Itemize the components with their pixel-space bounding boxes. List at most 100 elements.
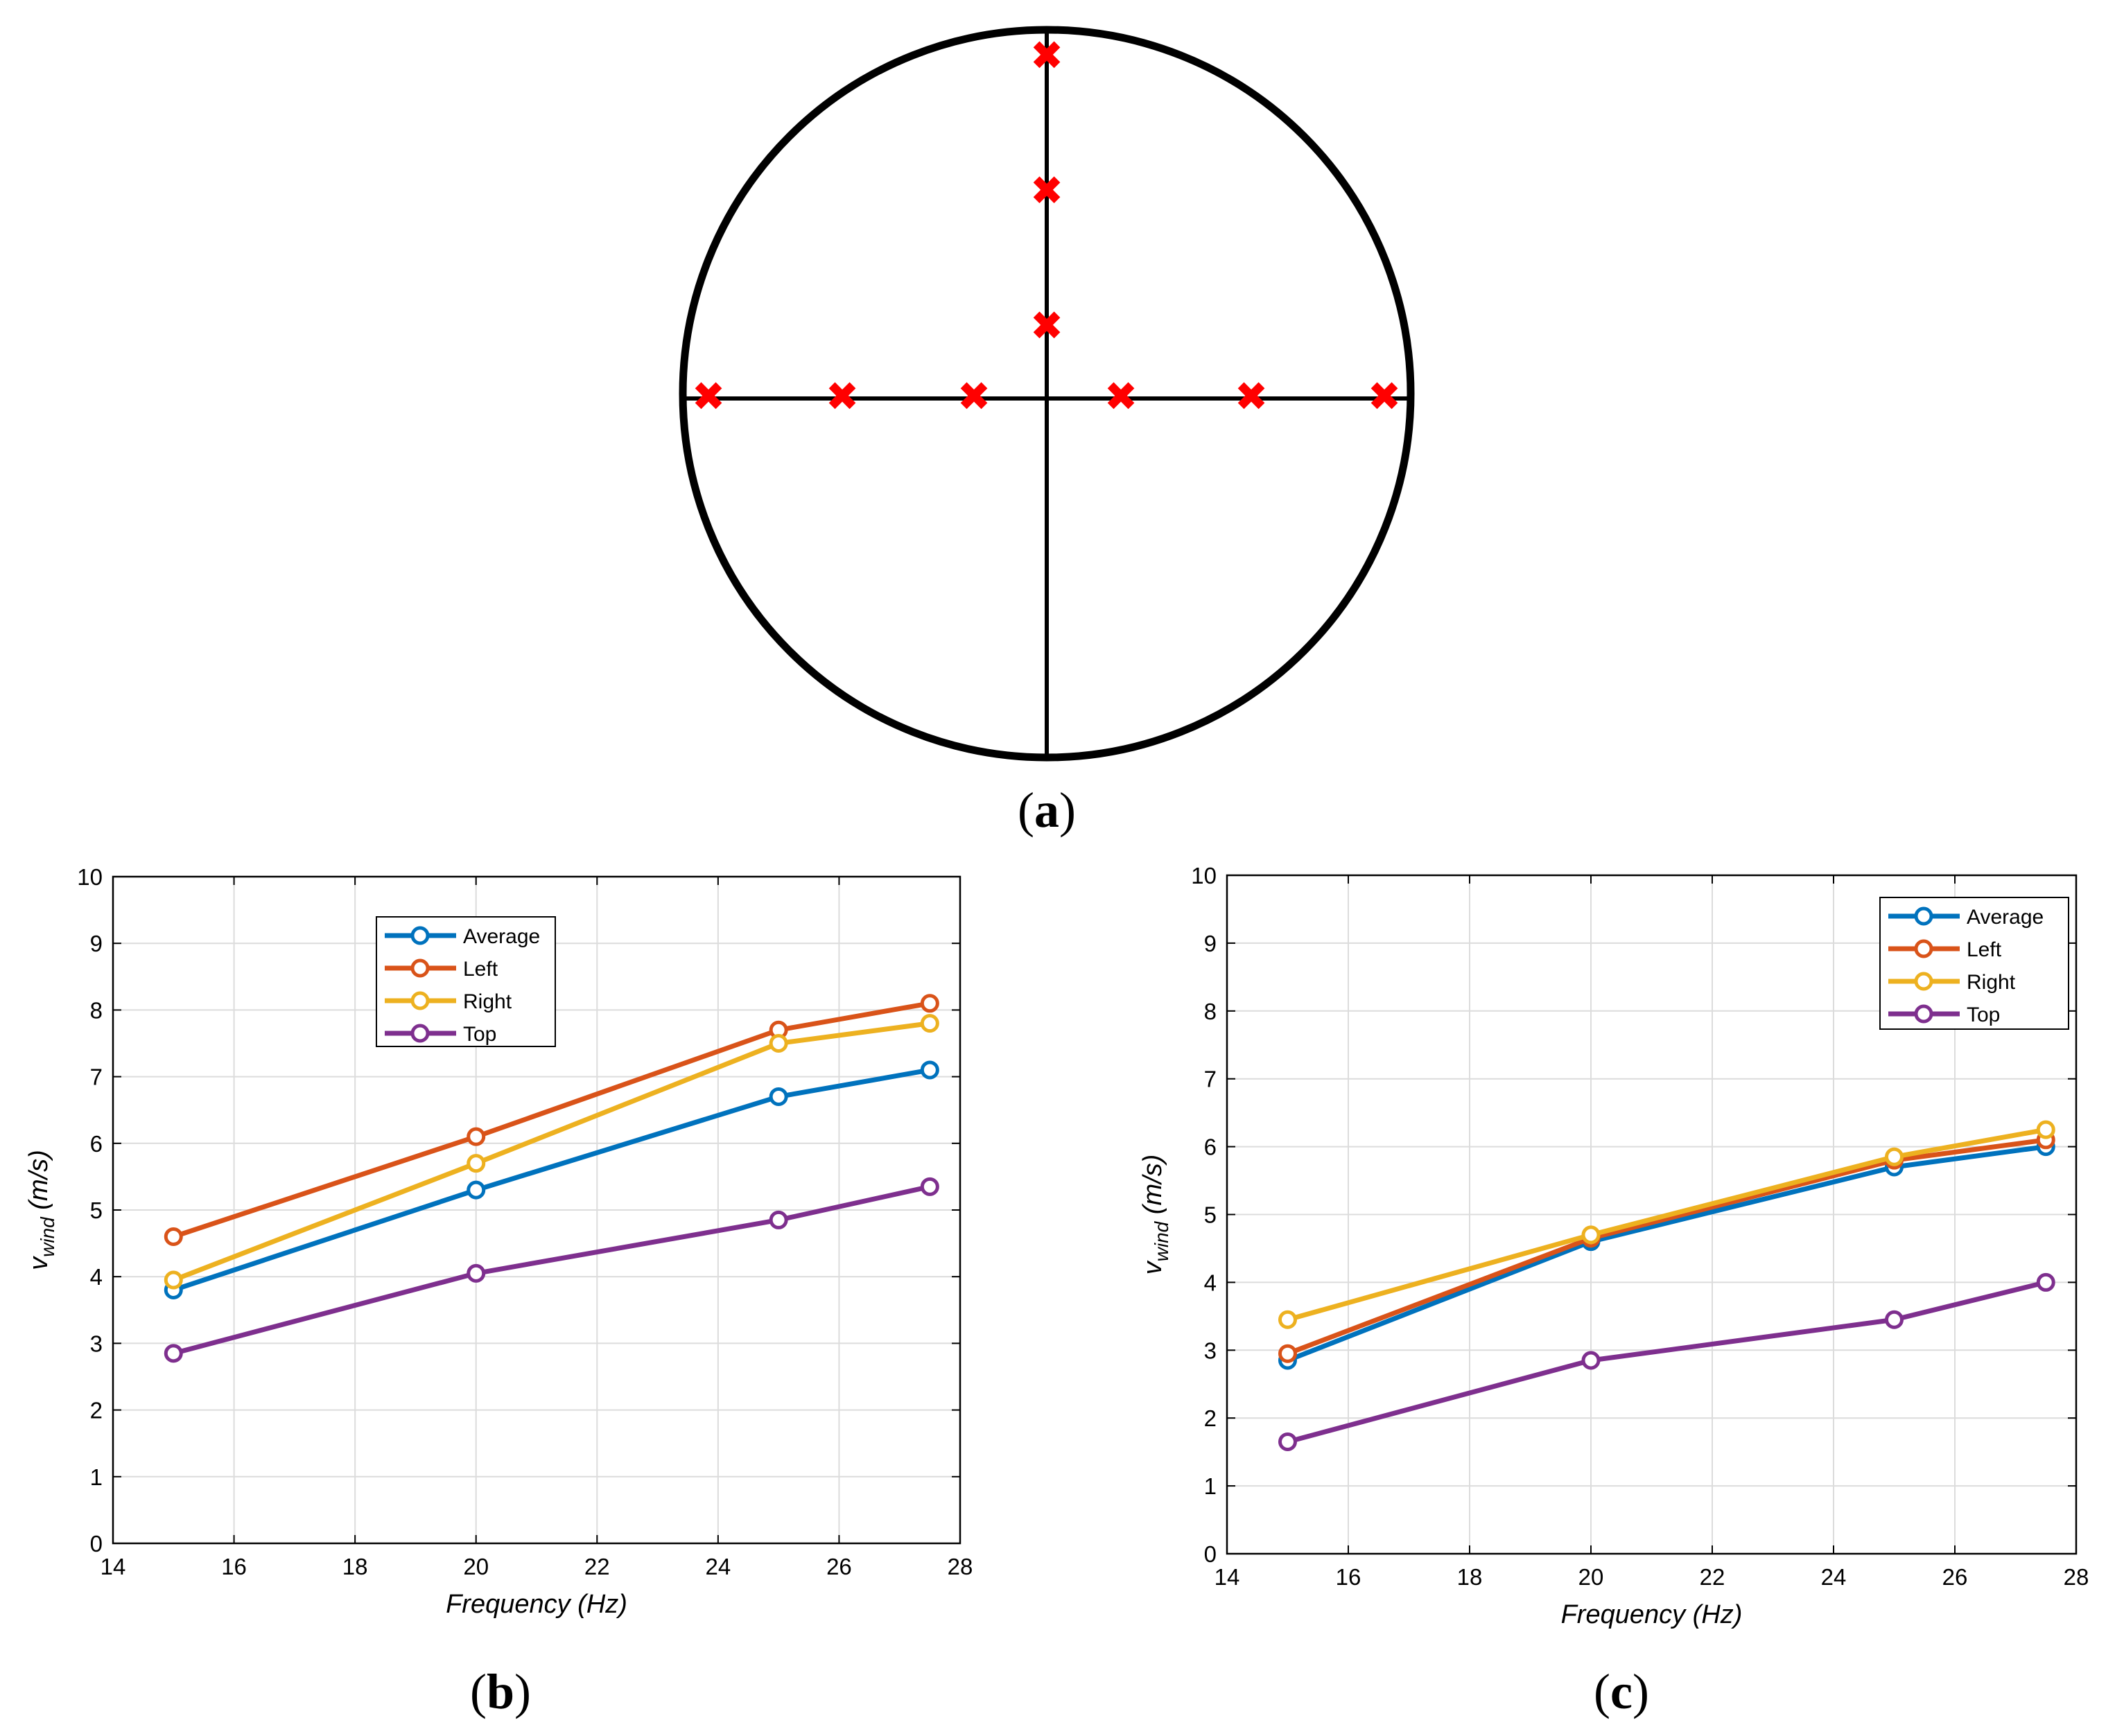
legend-label-average: Average [1967,906,2044,929]
y-tick-label: 4 [1204,1270,1217,1295]
sensor-marker-top-3: ✖ [1030,304,1064,349]
y-tick-label: 6 [1204,1134,1217,1160]
x-tick-label: 28 [948,1554,973,1579]
point-left [467,1127,486,1146]
point-average [769,1087,788,1106]
x-tick-label: 14 [1215,1564,1240,1590]
x-tick-label: 16 [1336,1564,1361,1590]
y-tick-label: 9 [1204,931,1217,956]
legend-marker-right [1914,972,1933,991]
sensor-marker-left-1: ✖ [692,374,726,419]
legend-box [1879,897,2069,1030]
legend-label-top: Top [463,1023,496,1046]
x-tick-label: 18 [342,1554,368,1579]
series-line-left [173,1001,930,1239]
x-tick-label: 16 [221,1554,247,1579]
y-tick-label: 2 [90,1398,103,1423]
legend-label-right: Right [1967,971,2016,994]
point-top [769,1210,788,1229]
point-top [920,1177,939,1196]
y-axis-title: vwind (m/s) [24,1150,58,1270]
point-right [920,1014,939,1033]
point-top [1581,1351,1601,1370]
legend-marker-average [410,926,430,945]
x-tick-label: 20 [463,1554,489,1579]
point-left [920,994,939,1013]
series-line-left [1287,1137,2046,1356]
legend: Average Left Right Top [376,916,556,1047]
y-tick-label: 0 [90,1531,103,1557]
legend-marker-average [1914,906,1933,926]
y-axis-title: vwind (m/s) [1138,1155,1172,1275]
series-line-top [1287,1280,2047,1444]
legend-marker-left [1914,939,1933,958]
point-average [467,1180,486,1200]
point-right [1278,1310,1297,1329]
x-tick-label: 20 [1578,1564,1604,1590]
x-tick-label: 26 [826,1554,852,1579]
x-tick-label: 22 [584,1554,610,1579]
point-top [2036,1272,2055,1292]
legend-label-left: Left [1967,938,2002,961]
sensor-marker-left-2: ✖ [826,374,860,419]
sensor-marker-top-2: ✖ [1030,168,1064,213]
y-tick-label: 10 [77,864,103,890]
y-tick-label: 2 [1204,1405,1217,1431]
panel-a-label: (a) [1018,782,1076,838]
point-right [769,1034,788,1053]
x-tick-label: 24 [1821,1564,1847,1590]
y-tick-label: 4 [90,1264,103,1290]
sensor-marker-right-3: ✖ [1368,374,1402,419]
legend-box [376,916,556,1047]
point-right [2036,1120,2055,1139]
legend-marker-right [410,991,430,1010]
legend-label-right: Right [463,990,512,1013]
point-right [164,1270,183,1290]
sensor-marker-top-1: ✖ [1030,33,1064,78]
legend: Average Left Right Top [1879,897,2069,1030]
point-top [1278,1432,1297,1451]
x-axis-title: Frequency (Hz) [446,1590,627,1619]
y-tick-label: 1 [90,1464,103,1490]
point-right [1581,1225,1601,1245]
x-tick-label: 14 [101,1554,126,1579]
axes-box [112,875,961,1545]
chart-b: 14 16 18 20 22 24 26 28 0 1 2 3 4 5 6 7 8 9 10 Frequency (H… [24,864,973,1619]
x-tick-label: 18 [1457,1564,1483,1590]
sensor-markers: ✖ ✖ ✖ ✖ ✖ ✖ ✖ ✖ ✖ [692,33,1402,419]
y-tick-label: 9 [90,931,103,956]
panel-b-label: (b) [470,1664,531,1719]
series-line-right [173,1021,930,1283]
legend-label-left: Left [463,958,498,981]
series-line-average [1287,1144,2046,1363]
y-tick-label: 6 [90,1131,103,1157]
point-top [1885,1310,1904,1329]
y-tick-label: 5 [1204,1202,1217,1228]
y-tick-label: 10 [1191,863,1217,888]
point-right [467,1154,486,1173]
point-top [164,1344,183,1363]
legend-marker-top [410,1024,430,1043]
sensor-marker-right-1: ✖ [1104,374,1138,419]
y-tick-label: 7 [1204,1067,1217,1092]
sensor-marker-left-3: ✖ [957,374,991,419]
panel-a-diagram: ✖ ✖ ✖ ✖ ✖ ✖ ✖ ✖ ✖ [679,26,1415,762]
point-left [164,1227,183,1246]
chart-c: 14 16 18 20 22 24 26 28 0 1 2 3 4 5 6 7 8 9 10 Frequency (H… [1138,863,2089,1629]
y-tick-label: 8 [90,997,103,1023]
legend-label-average: Average [463,925,540,948]
legend-marker-top [1914,1004,1933,1024]
y-tick-label: 7 [90,1064,103,1090]
x-tick-label: 26 [1942,1564,1968,1590]
panel-c-label: (c) [1594,1664,1649,1719]
x-axis-title: Frequency (Hz) [1561,1600,1743,1629]
y-tick-label: 5 [90,1198,103,1223]
y-tick-label: 1 [1204,1473,1217,1499]
y-tick-label: 8 [1204,999,1217,1024]
x-tick-label: 22 [1700,1564,1725,1590]
point-top [467,1263,486,1283]
y-tick-label: 3 [1204,1338,1217,1363]
sensor-marker-right-2: ✖ [1235,374,1269,419]
point-average [920,1060,939,1080]
